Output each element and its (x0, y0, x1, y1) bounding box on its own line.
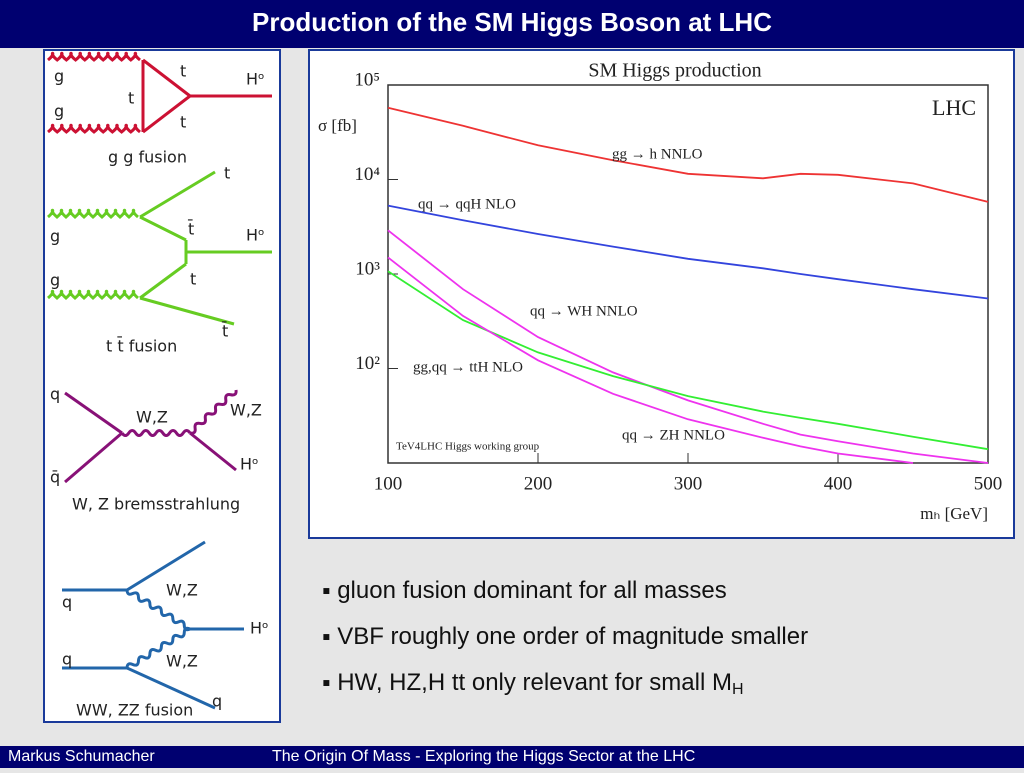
y-tick-label: 10² (355, 353, 380, 374)
diagram-lines (64, 389, 238, 484)
label: Hᵒ (246, 226, 265, 245)
y-tick-label: 10⁵ (354, 69, 380, 90)
header-bar (0, 0, 1024, 48)
label: Hᵒ (240, 455, 259, 474)
annotation: TeV4LHC Higgs working group (396, 441, 540, 453)
y-axis-label: σ [fb] (318, 116, 357, 135)
x-tick-label: 100 (374, 473, 403, 494)
boson (120, 429, 192, 437)
series-line (387, 256, 914, 464)
series-line (387, 229, 989, 464)
chart: SM Higgs production σ [fb] mₕ [GeV] LHC … (318, 60, 1002, 523)
label: t (180, 62, 186, 81)
series-label: gg → h NNLO (612, 146, 703, 162)
y-tick-label: 10³ (355, 258, 380, 279)
gluon (46, 51, 142, 62)
footer-bar (0, 746, 1024, 768)
label: g (54, 102, 64, 121)
caption: WW, ZZ fusion (76, 701, 193, 720)
diagram-lines (62, 540, 244, 710)
x-tick-label: 400 (824, 473, 853, 494)
label: W,Z (230, 401, 262, 420)
label: q (62, 593, 72, 612)
label: t (128, 89, 134, 108)
caption: W, Z bremsstrahlung (72, 495, 240, 514)
label: q (62, 650, 72, 669)
footer-talk: The Origin Of Mass - Exploring the Higgs… (272, 748, 695, 765)
x-tick-label: 500 (974, 473, 1003, 494)
gluon (46, 289, 140, 300)
label: W,Z (166, 652, 198, 671)
label: q (50, 385, 60, 404)
gluon (46, 208, 140, 219)
bullet: ▪ VBF roughly one order of magnitude sma… (322, 623, 808, 650)
boson (125, 589, 191, 632)
slide-title: Production of the SM Higgs Boson at LHC (252, 7, 772, 37)
label: t̄ (221, 322, 228, 341)
subscript: H (732, 681, 744, 698)
bullet-text: HW, HZ,H tt only relevant for small M (337, 669, 732, 696)
footer-author: Markus Schumacher (8, 748, 155, 765)
x-tick-label: 200 (524, 473, 553, 494)
label: W,Z (166, 581, 198, 600)
label: g (54, 67, 64, 86)
gluon (46, 123, 142, 134)
label: t̄ (187, 220, 194, 239)
x-axis-label: mₕ [GeV] (920, 504, 988, 523)
boson (125, 626, 191, 669)
label: t (190, 270, 196, 289)
y-tick-label: 10⁴ (354, 164, 380, 185)
diagram-lines (46, 51, 272, 134)
series-label: qq → WH NNLO (530, 303, 638, 319)
series-label: qq → qqH NLO (418, 196, 516, 212)
bullet-text: gluon fusion dominant for all masses (337, 577, 727, 604)
bullet: ▪ HW, HZ,H tt only relevant for small MH (322, 669, 744, 698)
annotation: LHC (932, 95, 976, 120)
label: Hᵒ (250, 619, 269, 638)
boson (189, 389, 238, 435)
caption: g g fusion (108, 148, 187, 167)
series-label: gg,qq → ttH NLO (413, 359, 523, 375)
label: g (50, 271, 60, 290)
label: W,Z (136, 408, 168, 427)
bullet-text: VBF roughly one order of magnitude small… (337, 623, 808, 650)
series-line (387, 270, 989, 451)
label: t (224, 164, 230, 183)
caption: t t̄ fusion (106, 337, 177, 356)
label: q̄ (50, 468, 60, 487)
label: g (50, 227, 60, 246)
chart-panel (308, 49, 1015, 539)
x-tick-label: 300 (674, 473, 703, 494)
series-line (387, 204, 989, 300)
series-line (387, 106, 989, 203)
label: t (180, 113, 186, 132)
series-label: qq → ZH NNLO (622, 427, 725, 443)
label: q (212, 692, 222, 711)
diagram-lines (46, 170, 272, 326)
bullet: ▪ gluon fusion dominant for all masses (322, 577, 727, 604)
feynman-diagrams: g g t t t Hᵒ g g fusion t t̄ Hᵒ g g t t̄… (46, 51, 272, 720)
chart-title: SM Higgs production (588, 60, 761, 82)
label: Hᵒ (246, 70, 265, 89)
